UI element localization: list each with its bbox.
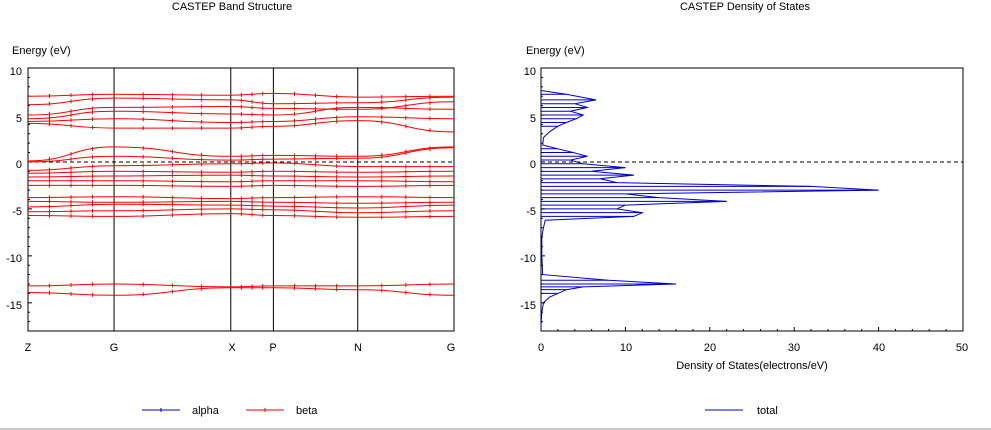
dos-x-axis-ticks: 0 10 20 30 40 50 [538, 342, 968, 354]
k-point-label: N [354, 342, 362, 354]
band-y-tick-label: -5 [12, 206, 22, 218]
dos-y-tick-label: -10 [520, 253, 536, 265]
legend-item-total[interactable]: total [705, 405, 778, 417]
k-point-label: G [447, 342, 456, 354]
dos-y-axis-ticks: 10 5 0 -5 -10 -15 [520, 66, 536, 312]
band-line-beta [27, 196, 455, 200]
legend-alpha-label: alpha [192, 405, 220, 417]
dos-x-tick-label: 30 [788, 342, 800, 354]
k-point-label: P [269, 342, 276, 354]
dos-x-tick-label: 10 [620, 342, 632, 354]
band-line-beta [28, 184, 455, 187]
band-structure-panel: CASTEP Band Structure Energy (eV) 10 5 0… [6, 1, 455, 417]
dos-y-tick-label: -5 [526, 206, 536, 218]
band-y-tick-label: -10 [6, 253, 22, 265]
dos-y-tick-label: 10 [524, 66, 536, 78]
band-y-axis-ticks: 10 5 0 -5 -10 -15 [6, 66, 22, 312]
dos-x-tick-label: 40 [873, 342, 885, 354]
band-line-beta [27, 283, 455, 288]
band-line-beta [27, 92, 455, 98]
band-line-beta [27, 287, 455, 296]
k-point-label: X [228, 342, 236, 354]
band-y-tick-label: 5 [16, 113, 22, 125]
dos-x-tick-label: 20 [704, 342, 716, 354]
band-line-beta [27, 116, 455, 124]
dos-y-tick-label: -15 [520, 300, 536, 312]
band-legend: alpha beta [142, 405, 318, 417]
dos-panel: CASTEP Density of States Energy (eV) 10 … [520, 1, 968, 417]
band-line-beta [27, 106, 455, 120]
dos-y-axis-label: Energy (eV) [526, 45, 585, 57]
dos-y-tick-label: 0 [530, 159, 536, 171]
dos-chart-title: CASTEP Density of States [680, 1, 811, 13]
band-line-beta [27, 213, 455, 218]
band-y-axis-label: Energy (eV) [12, 45, 71, 57]
dos-x-tick-label: 50 [956, 342, 968, 354]
window-bottom-edge [0, 428, 991, 430]
legend-item-beta[interactable]: beta [246, 405, 318, 417]
band-line-beta [27, 203, 455, 209]
band-line-beta [27, 200, 455, 204]
dos-curve-group [540, 67, 964, 332]
band-y-tick-label: 10 [10, 66, 22, 78]
dos-x-tick-label: 0 [538, 342, 544, 354]
k-point-label: Z [25, 342, 32, 354]
legend-beta-label: beta [296, 405, 318, 417]
band-k-point-labels: Z G X P N G [25, 342, 456, 354]
dos-x-axis-label: Density of States(electrons/eV) [676, 360, 828, 372]
band-y-tick-label: -15 [6, 300, 22, 312]
legend-total-label: total [757, 405, 778, 417]
legend-item-alpha[interactable]: alpha [142, 405, 220, 417]
band-line-beta [27, 146, 455, 162]
band-line-beta [27, 180, 455, 183]
dos-total-curve [540, 90, 879, 327]
band-line-beta [27, 162, 454, 171]
band-y-tick-label: 0 [16, 159, 22, 171]
band-chart-title: CASTEP Band Structure [172, 1, 292, 13]
dos-y-tick-label: 5 [530, 113, 536, 125]
k-path-divider-lines [28, 67, 359, 332]
dos-plot-frame [540, 67, 964, 332]
band-line-beta [27, 208, 455, 214]
band-line-beta [27, 170, 455, 174]
band-curves [27, 91, 455, 297]
k-point-label: G [110, 342, 119, 354]
band-line-beta [27, 174, 455, 178]
